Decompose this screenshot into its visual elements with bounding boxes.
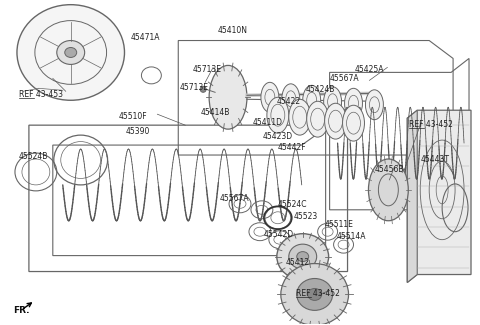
Text: 45542D: 45542D — [264, 230, 294, 239]
Ellipse shape — [261, 82, 279, 112]
Ellipse shape — [324, 87, 342, 117]
Text: 45523: 45523 — [294, 212, 318, 221]
Text: 45442F: 45442F — [278, 143, 306, 152]
Text: 45443T: 45443T — [420, 155, 449, 164]
Text: REF 43-453: REF 43-453 — [19, 90, 63, 99]
Ellipse shape — [297, 279, 333, 310]
Ellipse shape — [277, 234, 329, 280]
Ellipse shape — [209, 65, 247, 129]
Text: 45410N: 45410N — [218, 26, 248, 34]
Ellipse shape — [308, 289, 322, 300]
Ellipse shape — [281, 264, 348, 325]
Ellipse shape — [345, 88, 362, 118]
Ellipse shape — [365, 90, 384, 120]
Ellipse shape — [303, 85, 321, 115]
Text: 45713E: 45713E — [192, 65, 221, 74]
Text: 45567A: 45567A — [220, 194, 250, 203]
Ellipse shape — [289, 244, 317, 269]
Ellipse shape — [17, 5, 124, 100]
Ellipse shape — [65, 47, 77, 58]
Ellipse shape — [267, 97, 289, 133]
Text: 45411D: 45411D — [253, 118, 283, 127]
Ellipse shape — [324, 103, 347, 139]
Text: 45514A: 45514A — [336, 232, 366, 241]
Ellipse shape — [343, 105, 364, 141]
Ellipse shape — [57, 41, 84, 64]
Text: 45412: 45412 — [286, 258, 310, 266]
Text: 45414B: 45414B — [200, 108, 229, 117]
Text: 45424B: 45424B — [306, 85, 335, 94]
Text: 45524B: 45524B — [19, 152, 48, 161]
Text: 45524C: 45524C — [278, 200, 307, 209]
Text: FR.: FR. — [13, 306, 29, 315]
Ellipse shape — [369, 159, 408, 221]
Text: 45425A: 45425A — [355, 65, 384, 74]
Text: 45567A: 45567A — [330, 74, 359, 84]
Text: REF 43-452: REF 43-452 — [296, 290, 340, 298]
Text: 45471A: 45471A — [131, 32, 160, 42]
Ellipse shape — [307, 101, 329, 137]
Ellipse shape — [289, 99, 311, 135]
Text: 45423D: 45423D — [263, 132, 293, 141]
Text: 45510F: 45510F — [119, 112, 147, 121]
Text: 45390: 45390 — [125, 127, 150, 136]
Text: 45713E: 45713E — [179, 83, 208, 92]
Text: 45422: 45422 — [277, 97, 301, 106]
Text: 45511E: 45511E — [324, 220, 353, 229]
Text: REF 43-452: REF 43-452 — [409, 120, 453, 129]
Polygon shape — [408, 110, 417, 282]
Polygon shape — [408, 110, 471, 282]
Ellipse shape — [282, 84, 300, 114]
Text: 45456B: 45456B — [374, 165, 404, 174]
Ellipse shape — [297, 252, 309, 262]
Ellipse shape — [200, 86, 206, 92]
